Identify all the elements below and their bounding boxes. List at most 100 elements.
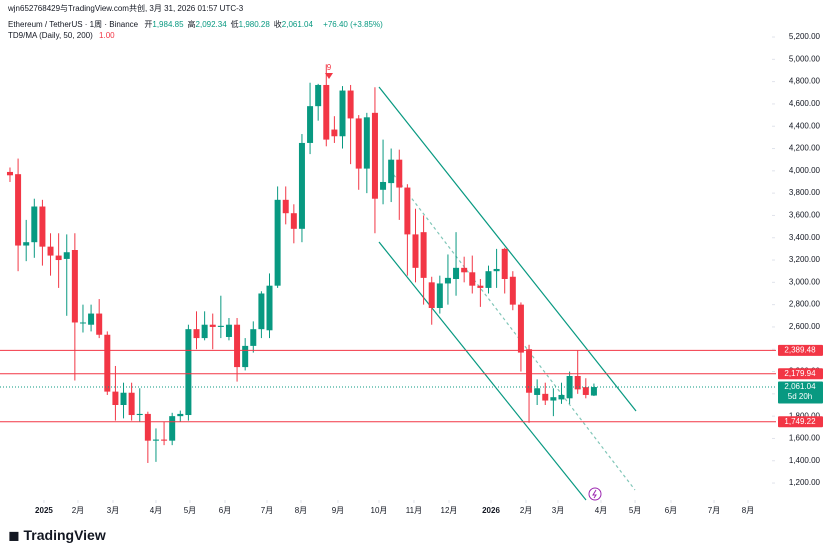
- candle-body: [128, 392, 135, 416]
- candle-body: [15, 174, 22, 246]
- x-tick-label: 6月: [219, 506, 231, 515]
- y-tick-label: 5,000.00: [789, 54, 821, 63]
- candle-body: [96, 313, 103, 335]
- candle-body: [136, 413, 143, 416]
- candle-body: [274, 199, 281, 286]
- candle-body: [185, 329, 192, 416]
- candle-body: [550, 397, 557, 401]
- candle-body: [323, 84, 330, 140]
- x-tick-label: 7月: [261, 506, 273, 515]
- alert-icon[interactable]: [588, 487, 602, 501]
- price-tag: [778, 368, 823, 380]
- candle-body: [209, 324, 216, 327]
- candle-body: [144, 413, 151, 441]
- symbol-legend: Ethereum / TetherUS · 1周 · Binance 开1,98…: [8, 19, 387, 30]
- candle-body: [161, 439, 168, 441]
- x-tick-label: 11月: [406, 506, 422, 515]
- y-tick-label: 4,000.00: [789, 166, 821, 175]
- indicator-value: 1.00: [99, 31, 115, 40]
- y-tick-label: 3,200.00: [789, 255, 821, 264]
- candle-body: [574, 376, 581, 390]
- candle-body: [542, 393, 549, 401]
- y-tick-label: 1,600.00: [789, 434, 821, 443]
- x-tick-label: 8月: [295, 506, 307, 515]
- y-tick-label: 4,800.00: [789, 77, 821, 86]
- candle-body: [47, 246, 54, 256]
- y-tick-label: 4,600.00: [789, 99, 821, 108]
- ohlc: 开1,984.85 高2,092.34 低1,980.28 收2,061.04: [144, 20, 317, 29]
- channel: [378, 86, 637, 501]
- candle-body: [250, 329, 257, 346]
- candle-body: [55, 255, 62, 261]
- x-tick-label: 8月: [742, 506, 754, 515]
- candle-body: [420, 232, 427, 278]
- candle-body: [88, 313, 95, 325]
- td9-label: 9: [327, 63, 332, 72]
- candle-body: [266, 285, 273, 331]
- candle-body: [39, 206, 46, 247]
- y-tick-label: 1,800.00: [789, 411, 821, 420]
- y-tick-label: 3,800.00: [789, 188, 821, 197]
- y-tick-label: 2,600.00: [789, 322, 821, 331]
- price-tag-label: 2,179.94: [784, 369, 816, 378]
- candle-body: [453, 267, 460, 279]
- change: +76.40 (+3.85%): [323, 20, 383, 29]
- candle-body: [517, 304, 524, 353]
- candle-body: [477, 285, 484, 288]
- candle-body: [493, 268, 500, 272]
- y-tick-label: 1,200.00: [789, 478, 821, 487]
- candle-body: [258, 293, 265, 330]
- x-tick-label: 4月: [595, 506, 607, 515]
- candle-body: [177, 413, 184, 417]
- price-tag: [778, 344, 823, 356]
- ohlc-value: 1,984.85: [152, 20, 184, 29]
- candle-body: [363, 117, 370, 169]
- candle-body: [412, 234, 419, 268]
- y-tick-label: 2,800.00: [789, 300, 821, 309]
- candle-body: [152, 439, 159, 441]
- candle-body: [71, 250, 78, 323]
- x-tick-label: 5月: [184, 506, 196, 515]
- candle-body: [380, 181, 387, 190]
- candle-body: [404, 187, 411, 235]
- x-tick-label: 9月: [332, 506, 344, 515]
- candle-body: [339, 90, 346, 137]
- candle-body: [485, 271, 492, 288]
- price-tag-label: 1,749.22: [784, 417, 816, 426]
- ohlc-name: 开: [144, 20, 153, 29]
- y-tick-label: 3,400.00: [789, 233, 821, 242]
- candle-body: [79, 322, 86, 324]
- logo-text: TradingView: [23, 527, 106, 543]
- x-tick-label: 2025: [35, 506, 53, 515]
- candle-body: [461, 267, 468, 273]
- x-tick-label: 4月: [150, 506, 162, 515]
- candle-body: [509, 276, 516, 305]
- candle-body: [428, 282, 435, 308]
- y-tick-label: 3,600.00: [789, 211, 821, 220]
- candle-body: [112, 391, 119, 405]
- symbol: Ethereum / TetherUS · 1周 · Binance: [8, 20, 139, 29]
- ohlc-name: 低: [230, 20, 239, 29]
- y-tick-label: 5,200.00: [789, 32, 821, 41]
- price-tag: [778, 416, 823, 428]
- candle-body: [193, 329, 200, 339]
- candle-body: [444, 277, 451, 284]
- candle-body: [120, 392, 127, 405]
- candle-body: [282, 199, 289, 214]
- candle-body: [534, 388, 541, 395]
- price-tag: [778, 381, 823, 404]
- candle-body: [104, 334, 111, 392]
- candle-body: [388, 159, 395, 184]
- ohlc-value: 1,980.28: [238, 20, 270, 29]
- y-tick-label: 3,000.00: [789, 277, 821, 286]
- watermark: wjn652768429与TradingView.com共创, 3月 31, 2…: [8, 4, 244, 13]
- candle-body: [566, 376, 573, 399]
- candle-body: [23, 242, 30, 246]
- candle-body: [201, 324, 208, 339]
- y-tick-label: 4,200.00: [789, 144, 821, 153]
- candle-body: [436, 283, 443, 308]
- x-tick-label: 6月: [665, 506, 677, 515]
- candle-body: [315, 84, 322, 107]
